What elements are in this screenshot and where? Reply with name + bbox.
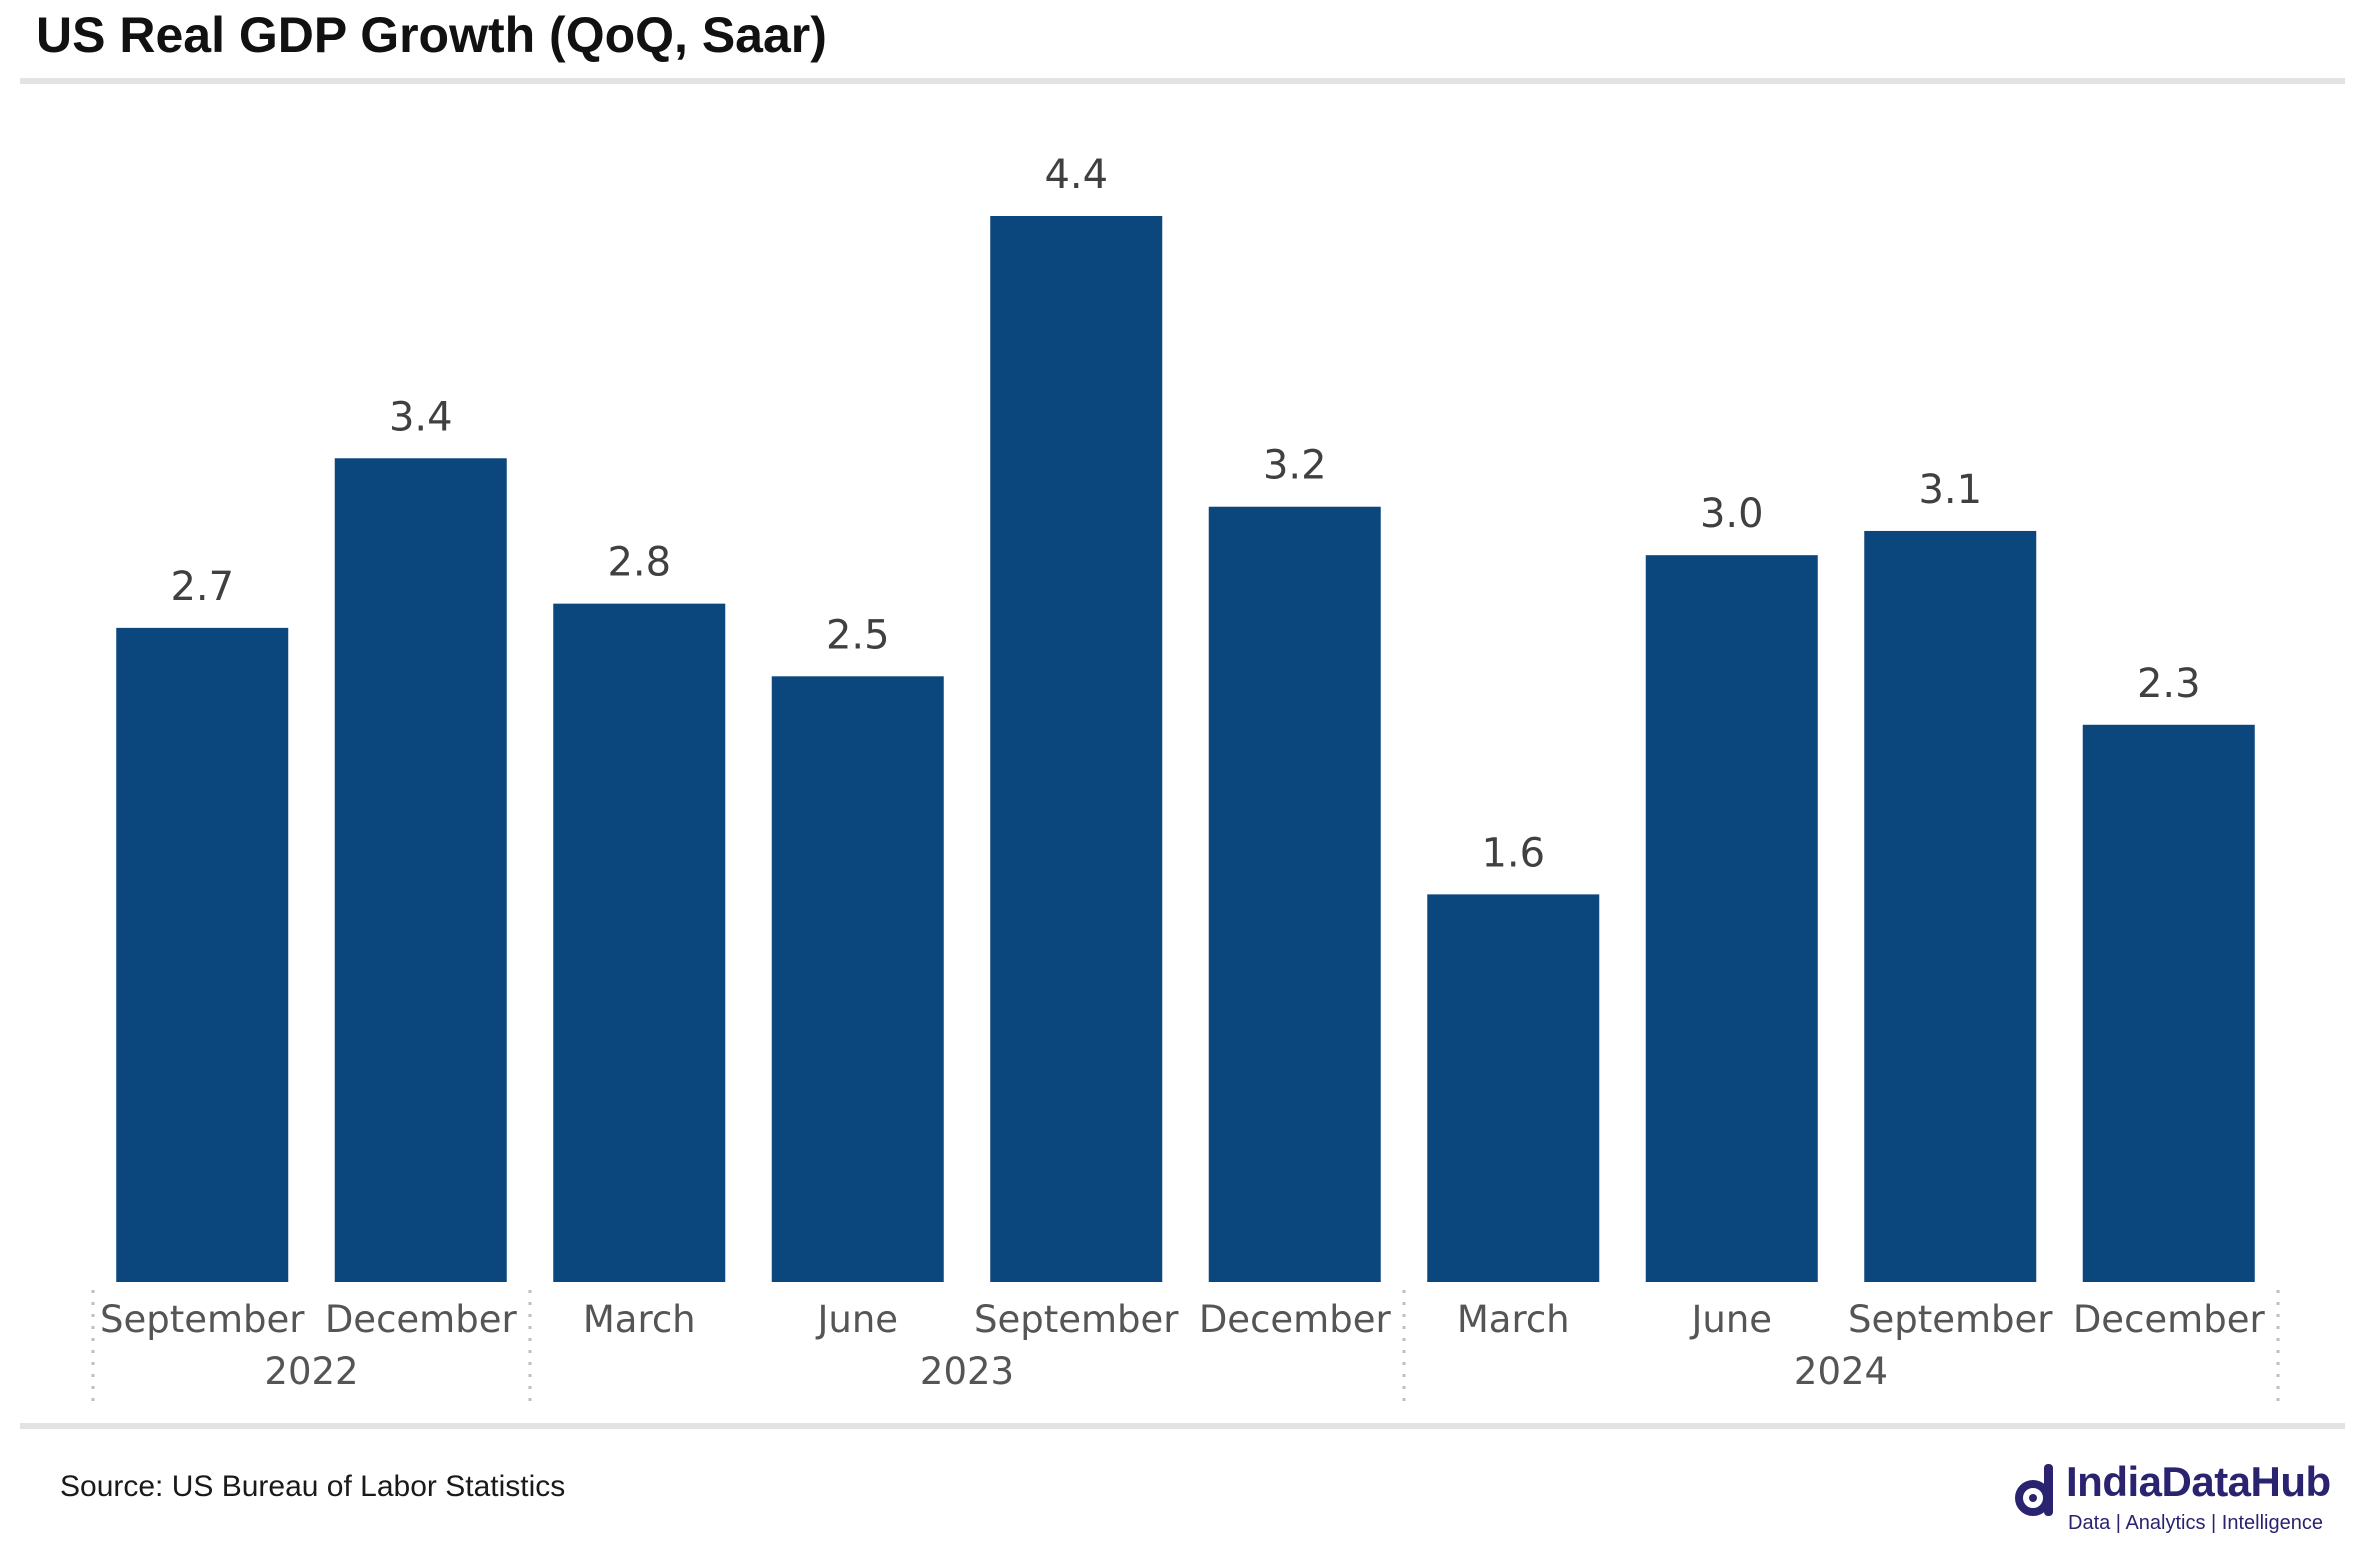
value-label-0: 2.7	[170, 564, 234, 610]
brand-logo: IndiaDataHub Data | Analytics | Intellig…	[2012, 1458, 2342, 1538]
top-rule	[20, 78, 2345, 84]
chart-title: US Real GDP Growth (QoQ, Saar)	[36, 7, 827, 63]
value-label-4: 4.4	[1044, 152, 1108, 198]
category-label-3: June	[815, 1298, 898, 1341]
bar-8	[1864, 530, 2037, 1282]
bars-layer	[116, 216, 2255, 1283]
bar-4	[990, 216, 1163, 1282]
category-label-7: June	[1689, 1298, 1772, 1341]
category-label-5: December	[1199, 1298, 1392, 1341]
category-label-0: September	[100, 1298, 305, 1341]
bar-2	[553, 603, 726, 1282]
value-label-7: 3.0	[1700, 491, 1764, 537]
group-label-2023: 2023	[920, 1350, 1014, 1393]
bar-0	[116, 627, 289, 1282]
value-label-9: 2.3	[2137, 661, 2201, 707]
brand-name: IndiaDataHub	[2066, 1458, 2331, 1505]
group-label-2024: 2024	[1794, 1350, 1888, 1393]
category-labels-layer: September December March June September Decem…	[100, 1298, 2265, 1341]
category-label-8: September	[1848, 1298, 2053, 1341]
value-label-2: 2.8	[607, 540, 671, 586]
value-label-5: 3.2	[1263, 443, 1327, 489]
group-label-2022: 2022	[264, 1350, 358, 1393]
bar-5	[1208, 506, 1381, 1282]
category-label-6: March	[1457, 1298, 1570, 1341]
bar-1	[334, 458, 507, 1283]
value-label-6: 1.6	[1481, 830, 1545, 876]
bar-9	[2082, 724, 2255, 1282]
bar-6	[1427, 894, 1600, 1282]
value-label-8: 3.1	[1918, 467, 1982, 513]
value-labels-layer: 2.7 3.4 2.8 2.5 4.4 3.2 1.6 3.0 3.1 2.3	[170, 152, 2200, 876]
source-note: Source: US Bureau of Labor Statistics	[60, 1470, 566, 1503]
value-label-1: 3.4	[389, 394, 453, 440]
brand-d-icon	[2015, 1464, 2053, 1516]
category-label-9: December	[2073, 1298, 2266, 1341]
group-labels-layer: 2022 2023 2024	[264, 1350, 1888, 1393]
brand-tagline: Data | Analytics | Intelligence	[2068, 1512, 2323, 1534]
bar-7	[1645, 555, 1818, 1282]
bottom-rule	[20, 1423, 2345, 1429]
bar-3	[771, 676, 944, 1282]
category-label-1: December	[325, 1298, 518, 1341]
category-label-2: March	[583, 1298, 696, 1341]
dividers-layer	[91, 1290, 2280, 1410]
category-label-4: September	[974, 1298, 1179, 1341]
value-label-3: 2.5	[826, 612, 890, 658]
